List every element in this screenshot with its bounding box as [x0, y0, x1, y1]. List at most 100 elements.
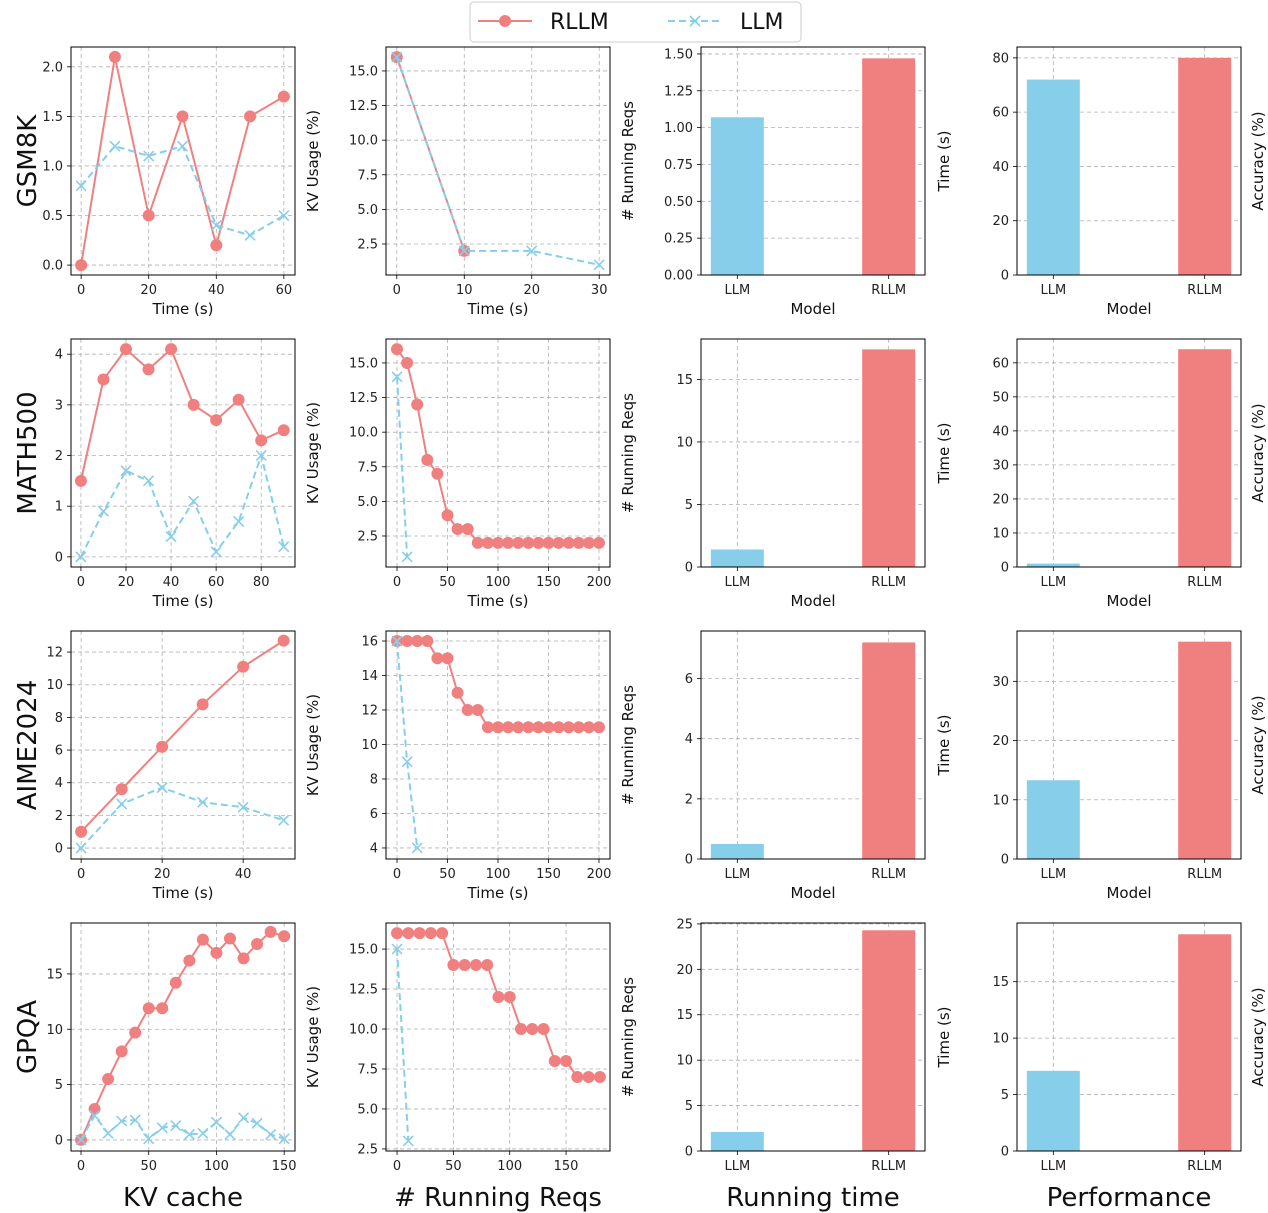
series-line-llm — [80, 786, 285, 849]
x-tick-label: 0 — [393, 867, 401, 882]
marker-x — [156, 782, 168, 794]
y-axis-label: # Running Reqs — [619, 393, 637, 513]
data-point-rllm — [502, 721, 515, 734]
y-tick-label: 0.0 — [42, 259, 63, 274]
data-point-rllm — [542, 536, 555, 549]
marker-x — [255, 449, 267, 462]
y-tick-label: 0 — [1001, 853, 1009, 868]
y-tick-label: 1.5 — [42, 110, 63, 125]
marker-x — [411, 842, 423, 854]
bar-rllm — [862, 349, 916, 567]
data-point-rllm — [431, 652, 444, 665]
data-point-rllm — [401, 635, 414, 648]
series-line-rllm — [79, 347, 285, 482]
data-point-rllm — [471, 536, 484, 549]
plot-area — [391, 343, 605, 563]
x-tick-label: 50 — [439, 575, 456, 590]
data-point-rllm — [431, 467, 444, 480]
y-tick-label: 15.0 — [349, 64, 378, 79]
y-tick-label: 60 — [992, 106, 1009, 121]
marker-x — [75, 1134, 87, 1146]
data-point-rllm — [571, 1070, 584, 1083]
row-label: AIME2024 — [13, 680, 43, 810]
data-point-rllm — [461, 703, 474, 716]
axes-frame — [1016, 922, 1242, 1152]
data-point-rllm — [119, 343, 132, 356]
y-axis-label: Time (s) — [935, 715, 953, 777]
marker-x — [526, 245, 538, 257]
data-point-rllm — [512, 536, 525, 549]
data-point-rllm — [88, 1102, 101, 1115]
data-point-rllm — [532, 536, 545, 549]
x-axis-label: Model — [1106, 592, 1151, 610]
marker-x — [233, 515, 245, 527]
series-line-llm — [395, 56, 600, 266]
data-point-rllm — [187, 398, 200, 411]
y-tick-label: 5.0 — [357, 495, 378, 510]
bar-rllm — [862, 642, 916, 859]
data-point-rllm — [115, 1045, 128, 1058]
y-tick-label: 10 — [676, 435, 693, 450]
x-tick-label: 20 — [118, 575, 135, 590]
y-tick-label: 60 — [992, 356, 1009, 371]
x-tick-label: RLLM — [871, 1159, 906, 1174]
x-tick-label: 20 — [523, 283, 540, 298]
y-tick-label: 15 — [46, 967, 63, 982]
data-point-rllm — [469, 959, 482, 972]
plot-area — [391, 635, 605, 854]
marker-x — [224, 1128, 236, 1140]
chart-r2-c1: 0 20 40 60 80 0 1 2 3 4 Time (s) — [55, 338, 296, 610]
y-tick-label: 2 — [55, 449, 63, 464]
data-point-rllm — [411, 398, 424, 411]
column-title: KV cache — [123, 1183, 243, 1213]
row-label: GPQA — [13, 1000, 43, 1074]
y-tick-label: 10 — [676, 1054, 693, 1069]
y-tick-label: 7.5 — [357, 168, 378, 183]
y-tick-label: 15 — [676, 373, 693, 388]
y-tick-label: 5 — [685, 498, 693, 513]
data-point-rllm — [142, 363, 155, 376]
marker-x — [143, 1133, 155, 1145]
x-tick-label: 150 — [272, 1159, 297, 1174]
data-point-rllm — [532, 721, 545, 734]
x-tick-label: 0 — [77, 867, 85, 882]
y-tick-label: 30 — [992, 458, 1009, 473]
marker-x — [142, 475, 155, 487]
y-tick-label: 1.25 — [664, 84, 693, 99]
data-point-rllm — [210, 239, 223, 252]
y-axis-label-right: Accuracy (%) — [1249, 111, 1267, 210]
x-tick-label: 40 — [235, 867, 252, 882]
row-label: MATH500 — [13, 391, 43, 514]
data-point-rllm — [401, 356, 414, 369]
marker-x — [391, 51, 403, 63]
chart-r3-c2: 0 50 100 150 200 4 6 8 10 12 14 16 Time (s) KV Usage … — [304, 630, 611, 902]
chart-r4-c4: LLM RLLM 0 5 10 15 Time (s) Accuracy (%) — [935, 922, 1267, 1174]
x-tick-label: 100 — [497, 1159, 522, 1174]
data-point-rllm — [210, 946, 223, 959]
x-axis-label: Model — [1106, 300, 1151, 318]
data-point-rllm — [582, 1070, 595, 1083]
y-tick-label: 1.00 — [664, 121, 693, 136]
x-tick-label: 150 — [536, 867, 561, 882]
y-axis-label: # Running Reqs — [619, 977, 637, 1097]
marker-x — [265, 1128, 277, 1140]
data-point-rllm — [593, 1070, 606, 1083]
marker-x — [75, 842, 87, 854]
plot-area — [390, 51, 605, 271]
marker-x — [97, 505, 110, 517]
x-tick-label: 50 — [445, 1159, 462, 1174]
data-point-rllm — [572, 536, 585, 549]
y-tick-label: 30 — [992, 675, 1009, 690]
marker-x — [109, 140, 121, 152]
y-axis-label: KV Usage (%) — [304, 110, 322, 212]
x-tick-label: 20 — [140, 283, 157, 298]
y-tick-label: 1 — [55, 500, 63, 515]
data-point-rllm — [156, 1002, 169, 1015]
data-point-rllm — [129, 1026, 142, 1039]
bar-rllm — [862, 58, 916, 275]
y-tick-label: 40 — [992, 424, 1009, 439]
y-tick-label: 3 — [55, 398, 63, 413]
y-tick-label: 0.00 — [664, 269, 693, 284]
series-line-rllm — [80, 639, 285, 833]
y-tick-label: 0 — [55, 550, 63, 565]
